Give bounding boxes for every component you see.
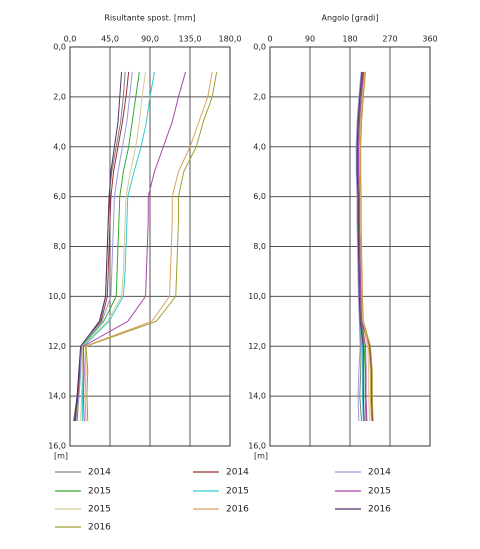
legend-label: 2015 [88, 505, 111, 515]
x-tick-label: 180 [342, 35, 357, 44]
plot-frame [269, 46, 431, 447]
x-tick-label: 360 [422, 35, 437, 44]
y-tick-label: 0,0 [253, 43, 266, 52]
x-tick-label: 180,0 [219, 35, 242, 44]
y-tick-label: 10,0 [248, 292, 266, 301]
y-tick-label: 12,0 [48, 342, 66, 351]
series-line [355, 71, 362, 422]
legend-label: 2014 [226, 468, 249, 478]
x-tick-label: 45,0 [101, 35, 119, 44]
series-line [356, 71, 365, 422]
x-tick-label: 90 [305, 35, 315, 44]
y-tick-label: 16,0 [248, 442, 266, 451]
series-line [73, 71, 123, 422]
series-line [74, 71, 130, 422]
y-tick-label: 0,0 [53, 43, 66, 52]
y-axis-label: [m] [254, 452, 268, 461]
y-tick-label: 8,0 [53, 242, 66, 251]
legend-label: 2014 [368, 468, 391, 478]
series-line [357, 71, 368, 422]
x-tick-label: 0,0 [64, 35, 77, 44]
series-line [84, 71, 213, 422]
legend-label: 2015 [226, 487, 249, 497]
y-tick-label: 10,0 [48, 292, 66, 301]
y-tick-label: 16,0 [48, 442, 66, 451]
y-tick-label: 4,0 [53, 142, 66, 151]
y-tick-label: 14,0 [48, 392, 66, 401]
legend-label: 2015 [368, 487, 391, 497]
y-tick-label: 6,0 [253, 192, 266, 201]
y-tick-label: 2,0 [253, 92, 266, 101]
x-tick-label: 90,0 [141, 35, 159, 44]
y-tick-label: 2,0 [53, 92, 66, 101]
legend-label: 2016 [88, 523, 111, 533]
series-line [85, 71, 218, 422]
chart-title: Angolo [gradi] [322, 14, 379, 23]
legend-label: 2015 [88, 487, 111, 497]
legend-label: 2014 [88, 468, 111, 478]
legend-label: 2016 [368, 505, 391, 515]
plot-frame [69, 46, 231, 447]
series-line [75, 71, 133, 422]
y-tick-label: 14,0 [248, 392, 266, 401]
series-line [359, 71, 372, 422]
y-tick-label: 8,0 [253, 242, 266, 251]
y-tick-label: 6,0 [53, 192, 66, 201]
y-tick-label: 4,0 [253, 142, 266, 151]
chart-title: Risultante spost. [mm] [104, 14, 195, 23]
series-line [81, 71, 155, 422]
series-line [80, 71, 147, 422]
y-axis-label: [m] [54, 452, 68, 461]
series-line [82, 71, 187, 422]
x-tick-label: 0 [267, 35, 272, 44]
y-tick-label: 12,0 [248, 342, 266, 351]
legend-label: 2016 [226, 505, 249, 515]
x-tick-label: 270 [382, 35, 397, 44]
x-tick-label: 135,0 [179, 35, 202, 44]
